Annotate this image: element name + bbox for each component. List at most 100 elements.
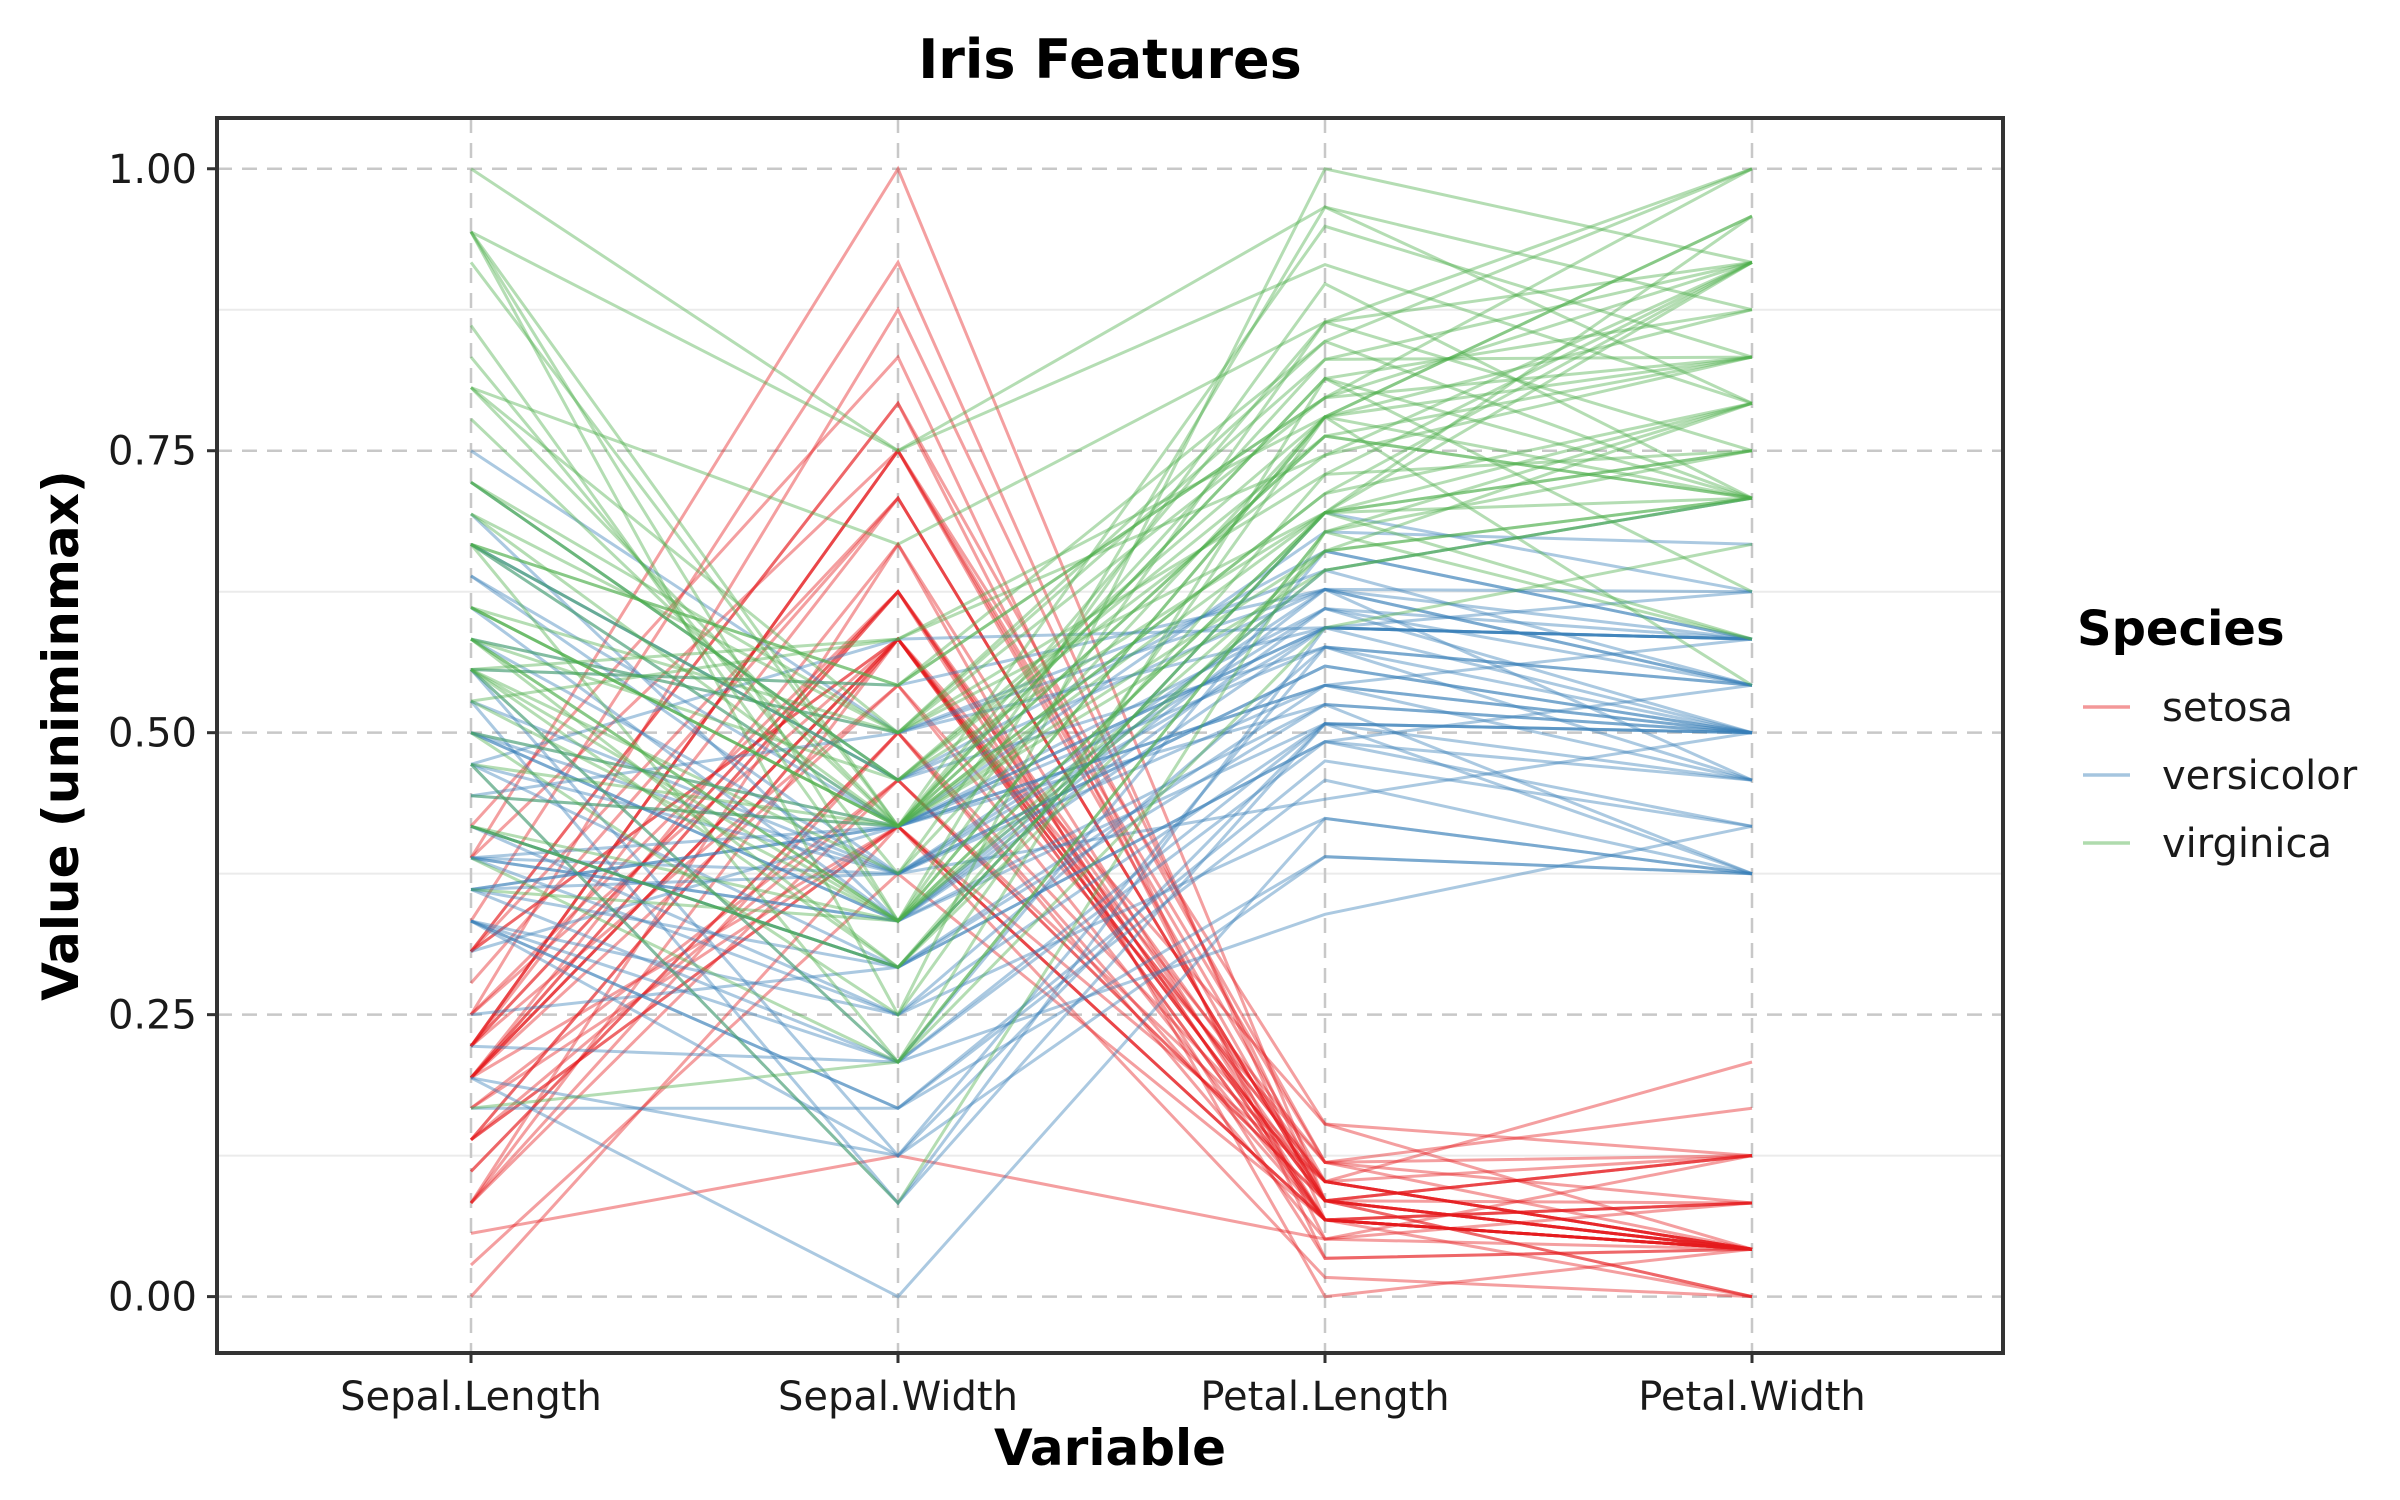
versicolor-line: [470, 702, 1753, 923]
virginica-line: [470, 308, 1753, 923]
data-lines: [469, 165, 1753, 1299]
x-tick-label: Petal.Width: [1638, 1374, 1866, 1420]
setosa-line: [469, 683, 1753, 1251]
virginica-line: [470, 496, 1753, 828]
virginica-line: [470, 261, 1753, 703]
virginica-line: [470, 167, 1753, 453]
setosa-line: [470, 1154, 1753, 1241]
versicolor-line: [470, 587, 1753, 687]
virginica-line: [470, 260, 1753, 735]
virginica-line: [470, 449, 1753, 970]
legend-items: setosa versicolor virginica: [2083, 685, 2358, 867]
minor-gridlines: [217, 308, 2003, 1157]
versicolor-line: [470, 816, 1753, 1017]
setosa-line: [469, 636, 1753, 1251]
setosa-line: [469, 354, 1753, 1260]
virginica-line: [470, 205, 1753, 453]
versicolor-line: [470, 626, 1753, 923]
versicolor-line: [470, 683, 1753, 969]
setosa-line: [469, 165, 1753, 1203]
versicolor-line: [470, 702, 1753, 969]
setosa-line: [469, 730, 1753, 1251]
major-gridlines: [217, 118, 2003, 1353]
setosa-line: [469, 400, 1753, 1241]
versicolor-line: [470, 637, 1753, 828]
y-axis-title: Value (uniminmax): [32, 470, 90, 1001]
setosa-line: [469, 824, 1753, 1299]
virginica-line: [470, 167, 1753, 546]
versicolor-line: [470, 496, 1753, 798]
versicolor-line: [470, 683, 1753, 876]
versicolor-line: [470, 824, 1753, 1064]
setosa-line: [469, 871, 1753, 1267]
virginica-line: [469, 224, 1753, 829]
setosa-line: [469, 589, 1753, 1260]
virginica-line: [470, 449, 1753, 970]
virginica-line: [470, 401, 1753, 923]
virginica-line: [470, 496, 1753, 970]
virginica-line: [470, 496, 1753, 828]
versicolor-line: [470, 626, 1753, 953]
versicolor-line: [470, 574, 1753, 876]
plot-border: [215, 116, 2005, 1355]
virginica-line: [469, 167, 1753, 1018]
versicolor-line: [470, 645, 1753, 1017]
versicolor-line: [470, 590, 1753, 766]
setosa-line: [469, 448, 1753, 1158]
versicolor-line: [469, 645, 1753, 1158]
versicolor-line: [470, 542, 1753, 782]
virginica-line: [469, 355, 1753, 829]
y-tick-label: 1.00: [108, 147, 197, 193]
versicolor-line: [470, 587, 1753, 876]
setosa-line: [470, 824, 1753, 1222]
virginica-line: [470, 355, 1753, 687]
virginica-line: [469, 320, 1753, 924]
y-tick-label: 0.50: [108, 711, 197, 757]
virginica-line: [470, 261, 1753, 735]
setosa-line: [470, 824, 1753, 1251]
virginica-line: [470, 542, 1753, 1110]
versicolor-line: [470, 683, 1753, 1017]
legend-label-setosa: setosa: [2162, 685, 2293, 731]
setosa-line: [469, 636, 1753, 1184]
setosa-line: [469, 495, 1753, 1251]
setosa-line: [469, 447, 1753, 1251]
virginica-line: [469, 205, 1753, 924]
virginica-line: [470, 167, 1753, 687]
series-setosa: [469, 165, 1753, 1299]
versicolor-line: [470, 607, 1753, 828]
versicolor-line: [470, 722, 1753, 1017]
x-tick-label: Sepal.Width: [778, 1374, 1018, 1420]
chart-title: Iris Features: [918, 28, 1302, 91]
legend-label-versicolor: versicolor: [2162, 753, 2358, 799]
setosa-line: [470, 637, 1753, 1251]
plot-area: [217, 118, 2003, 1353]
virginica-line: [470, 496, 1753, 923]
series-versicolor: [469, 449, 1753, 1299]
virginica-line: [470, 401, 1753, 1064]
versicolor-line: [470, 740, 1753, 1064]
versicolor-line: [470, 530, 1753, 829]
x-tick-labels: Sepal.Length Sepal.Width Petal.Length Petal…: [340, 1374, 1866, 1420]
setosa-line: [469, 636, 1753, 1222]
legend-item-setosa: setosa: [2083, 685, 2293, 731]
versicolor-line: [470, 606, 1753, 923]
versicolor-line: [470, 816, 1753, 1299]
setosa-line: [469, 636, 1753, 1251]
versicolor-line: [470, 626, 1753, 735]
virginica-line: [470, 401, 1753, 735]
virginica-line: [469, 231, 1753, 829]
setosa-line: [469, 636, 1753, 1251]
virginica-line: [470, 434, 1753, 829]
virginica-line: [470, 401, 1753, 829]
setosa-line: [470, 824, 1753, 1299]
versicolor-line: [469, 549, 1753, 1065]
versicolor-line: [470, 542, 1753, 782]
virginica-line: [470, 434, 1753, 782]
setosa-line: [470, 683, 1753, 1164]
setosa-line: [469, 589, 1753, 1251]
setosa-line: [469, 495, 1753, 1251]
x-tick-label: Sepal.Length: [340, 1374, 602, 1420]
versicolor-line: [470, 587, 1753, 923]
